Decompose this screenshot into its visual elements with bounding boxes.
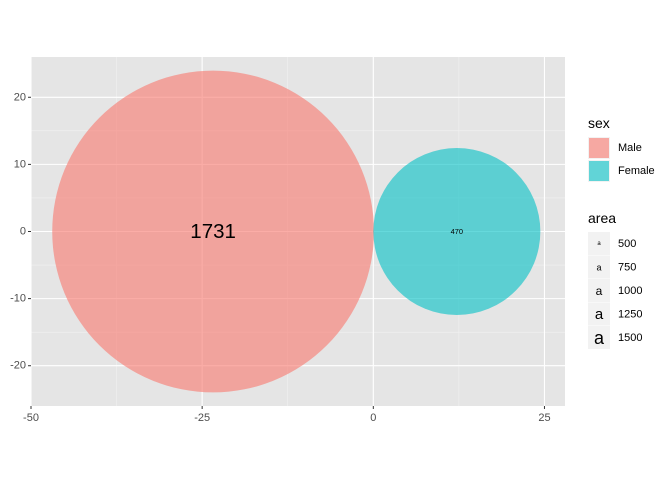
y-tick-label: 10: [14, 158, 26, 170]
y-tick-label: 0: [20, 226, 26, 238]
x-tick-label: -25: [194, 412, 210, 424]
bubbles: [52, 70, 541, 393]
legend-swatch: [589, 138, 609, 158]
legend-key-bg: [588, 255, 610, 279]
y-tick-label: 20: [14, 91, 26, 103]
bubble-label-male: 1731: [190, 220, 236, 243]
bubble-labels: 1731 470: [190, 220, 463, 243]
legend-size-glyph: a: [594, 328, 605, 348]
legend-label: 1250: [618, 309, 642, 321]
legend-area: area a 500 a 750 a 1000 a 1250 a 1500: [588, 210, 642, 349]
y-axis: -20 -10 0 10 20: [10, 91, 31, 372]
y-tick-label: -20: [10, 360, 26, 372]
legend-size-glyph: a: [595, 306, 604, 323]
legend-key-bg: [588, 279, 610, 302]
legend-label: 750: [618, 262, 636, 274]
x-axis: -50 -25 0 25: [23, 406, 551, 424]
legend-title-area: area: [588, 210, 616, 226]
legend-size-glyph: a: [596, 284, 603, 298]
legend-key-bg: [588, 232, 610, 255]
legend-label: Male: [618, 142, 642, 154]
legend-key-bg: [588, 302, 610, 326]
legend-label: 500: [618, 238, 636, 250]
legend-label: 1000: [618, 285, 642, 297]
x-tick-label: -50: [23, 412, 39, 424]
legend-size-glyph: a: [597, 241, 601, 247]
y-tick-label: -10: [10, 293, 26, 305]
x-tick-label: 0: [370, 412, 376, 424]
bubble-male: [52, 70, 374, 393]
legend-size-glyph: a: [596, 263, 601, 273]
legend-sex: sex Male Female: [588, 115, 655, 182]
legend-label: 1500: [618, 332, 642, 344]
legend-key-bg: [588, 326, 610, 349]
bubble-female: [373, 147, 541, 316]
x-tick-label: 25: [538, 412, 550, 424]
legend-label: Female: [618, 165, 655, 177]
bubble-label-female: 470: [451, 227, 463, 236]
legend-title-sex: sex: [588, 115, 610, 131]
legend-swatch: [589, 161, 609, 181]
